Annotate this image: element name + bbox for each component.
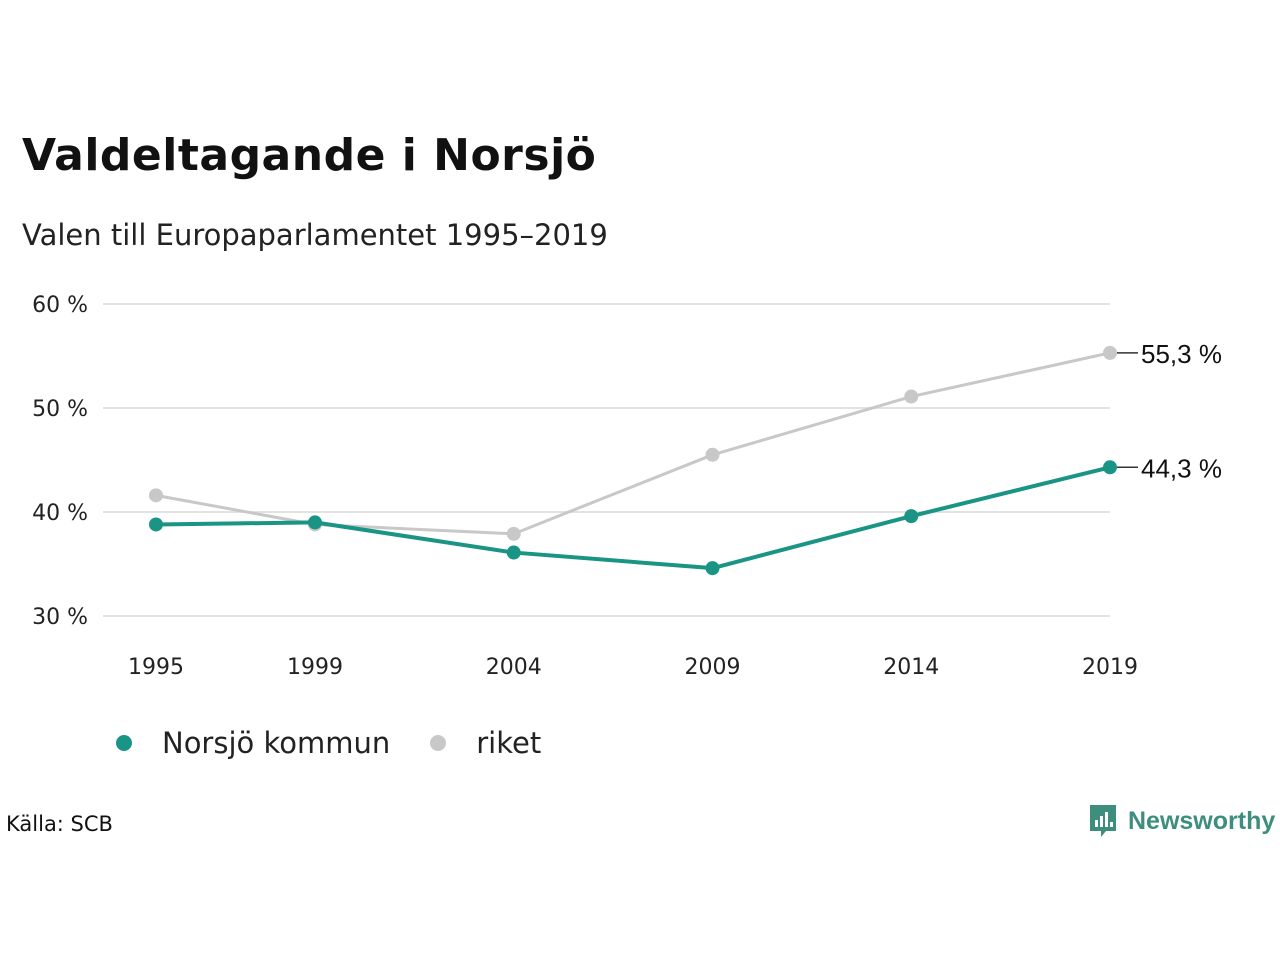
gridlines bbox=[103, 303, 1110, 617]
source-note: Källa: SCB bbox=[6, 812, 113, 836]
data-point-0-2 bbox=[506, 545, 521, 560]
data-point-1-5 bbox=[1103, 345, 1117, 360]
line-chart: 30 % 40 % 50 % 60 % 1995 1999 2004 2009 2014 201… bbox=[32, 293, 1222, 680]
y-tick-label: 40 % bbox=[32, 501, 88, 526]
data-point-0-3 bbox=[705, 561, 720, 576]
x-tick-label: 2019 bbox=[1082, 655, 1138, 680]
chart-subtitle: Valen till Europaparlamentet 1995–2019 bbox=[22, 218, 608, 252]
y-tick-label: 30 % bbox=[32, 605, 88, 630]
data-point-0-5 bbox=[1103, 460, 1117, 475]
brand-name: Newsworthy bbox=[1128, 806, 1276, 835]
legend-marker-riket bbox=[430, 735, 447, 751]
y-tick-label: 60 % bbox=[32, 293, 88, 318]
legend-label-norsjo: Norsjö kommun bbox=[162, 726, 391, 760]
legend-label-riket: riket bbox=[476, 726, 542, 760]
data-point-0-4 bbox=[904, 509, 919, 524]
data-point-1-4 bbox=[904, 389, 919, 404]
chart-title: Valdeltagande i Norsjö bbox=[22, 130, 597, 181]
x-tick-label: 1999 bbox=[287, 655, 343, 680]
end-value-label-0: 44,3 % bbox=[1141, 453, 1222, 483]
legend-marker-norsjo bbox=[116, 735, 132, 751]
x-tick-label: 2014 bbox=[883, 655, 939, 680]
x-tick-label: 1995 bbox=[128, 655, 184, 680]
x-tick-label: 2009 bbox=[685, 655, 741, 680]
brand-logo[interactable]: Newsworthy bbox=[1088, 803, 1275, 839]
legend-item-riket: riket bbox=[430, 726, 541, 760]
data-point-1-0 bbox=[149, 488, 163, 503]
x-axis: 1995 1999 2004 2009 2014 2019 bbox=[128, 655, 1138, 680]
series-line-1 bbox=[155, 351, 1111, 536]
y-axis: 30 % 40 % 50 % 60 % bbox=[32, 293, 88, 630]
legend-item-norsjo: Norsjö kommun bbox=[116, 726, 390, 760]
y-tick-label: 50 % bbox=[32, 397, 88, 422]
x-tick-label: 2004 bbox=[486, 655, 542, 680]
series-line-0 bbox=[155, 465, 1111, 571]
end-value-label-1: 55,3 % bbox=[1141, 339, 1222, 369]
newsworthy-logo-icon bbox=[1090, 805, 1116, 837]
data-point-0-0 bbox=[149, 517, 163, 532]
data-point-1-3 bbox=[705, 447, 720, 462]
series-group: 55,3 % 44,3 % bbox=[149, 339, 1222, 576]
data-point-0-1 bbox=[308, 515, 322, 530]
data-point-1-2 bbox=[506, 526, 521, 541]
legend: Norsjö kommun riket bbox=[116, 726, 581, 760]
